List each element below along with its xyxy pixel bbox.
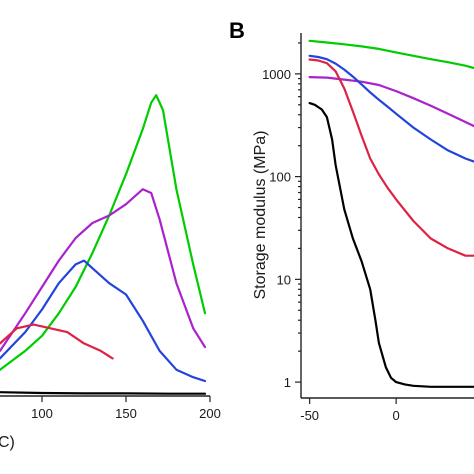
left-series-line-2 bbox=[0, 259, 207, 383]
right-series-line-2 bbox=[308, 54, 474, 163]
storage-modulus-axis-label: Storage modulus (MPa) bbox=[252, 131, 269, 300]
right-x-tick-label-0: -50 bbox=[300, 408, 319, 423]
left-series-line-1 bbox=[0, 188, 207, 352]
right-y-tick-label-3: 1000 bbox=[262, 67, 291, 82]
right-series-line-4 bbox=[308, 102, 474, 388]
left-x-tick-label-0: 100 bbox=[31, 406, 53, 421]
right-series-line-1 bbox=[308, 76, 474, 128]
right-y-tick-label-1: 10 bbox=[277, 272, 291, 287]
left-x-tick-label-2: 200 bbox=[199, 406, 221, 421]
right-x-tick-label-1: 0 bbox=[393, 408, 400, 423]
right-y-tick-label-2: 100 bbox=[269, 170, 291, 185]
chart-panel-b: B Storage modulus (MPa) -50 0 1 10 100 1000 bbox=[229, 18, 474, 423]
right-y-tick-label-0: 1 bbox=[284, 375, 291, 390]
right-series-line-3 bbox=[308, 58, 474, 257]
left-series-line-0 bbox=[0, 94, 207, 371]
right-series-line-0 bbox=[308, 39, 474, 70]
left-x-axis-label: C) bbox=[0, 434, 15, 451]
chart-panel-left: C) 100 150 200 bbox=[0, 94, 221, 451]
left-series-line-4 bbox=[0, 391, 207, 395]
left-series-line-3 bbox=[0, 323, 114, 360]
left-x-tick-label-1: 150 bbox=[115, 406, 137, 421]
panel-b-letter: B bbox=[229, 18, 245, 43]
